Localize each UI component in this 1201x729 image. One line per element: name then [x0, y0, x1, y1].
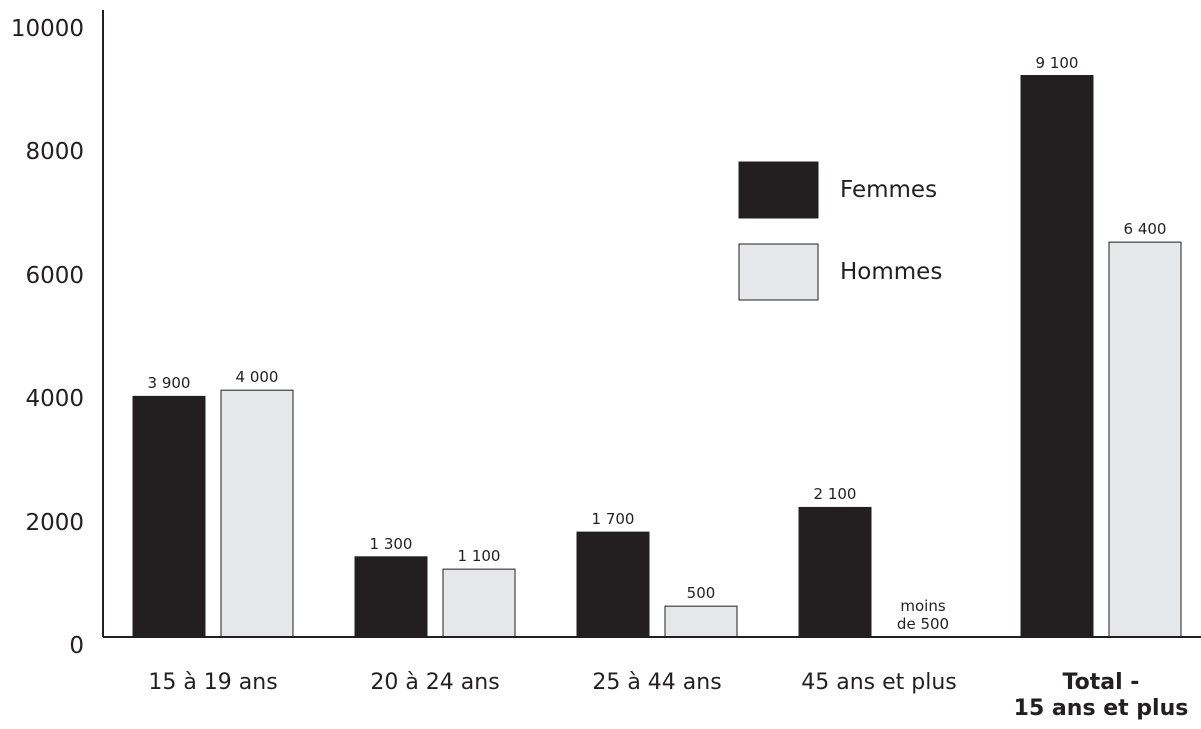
- value-label: 1 300: [369, 534, 413, 553]
- y-tick-label: 10000: [10, 16, 84, 43]
- value-label: 3 900: [147, 374, 191, 393]
- value-label: 500: [686, 584, 716, 603]
- bar: [442, 568, 516, 638]
- value-label: 2 100: [813, 485, 857, 504]
- x-tick-label: 45 ans et plus: [801, 670, 957, 695]
- x-tick-label: 25 à 44 ans: [592, 670, 722, 695]
- bar: [664, 605, 738, 638]
- value-label: 1 100: [457, 547, 501, 566]
- value-label: moins de 500: [896, 597, 950, 633]
- legend-swatch: [738, 243, 819, 301]
- bar: [354, 556, 428, 638]
- legend-label: Femmes: [840, 177, 938, 204]
- bar: [132, 395, 206, 638]
- bar: [220, 389, 294, 638]
- value-label: 1 700: [591, 510, 635, 529]
- y-tick-label: 4000: [25, 386, 84, 413]
- y-tick-label: 8000: [25, 139, 84, 166]
- y-tick-label: 6000: [25, 263, 84, 289]
- bar: [798, 506, 872, 638]
- x-tick-label: 20 à 24 ans: [370, 670, 500, 695]
- y-tick-label: 2000: [25, 509, 84, 536]
- bar: [576, 531, 650, 638]
- x-tick-label: 15 à 19 ans: [148, 670, 278, 695]
- x-tick-label: Total - 15 ans et plus: [1013, 670, 1189, 722]
- legend-swatch: [738, 161, 819, 219]
- bar: [1108, 241, 1182, 638]
- value-label: 6 400: [1123, 220, 1167, 239]
- y-tick-label: 0: [69, 633, 84, 660]
- value-label: 4 000: [235, 368, 279, 387]
- legend-label: Hommes: [840, 259, 943, 286]
- value-label: 9 100: [1035, 53, 1079, 72]
- bar: [1020, 75, 1094, 638]
